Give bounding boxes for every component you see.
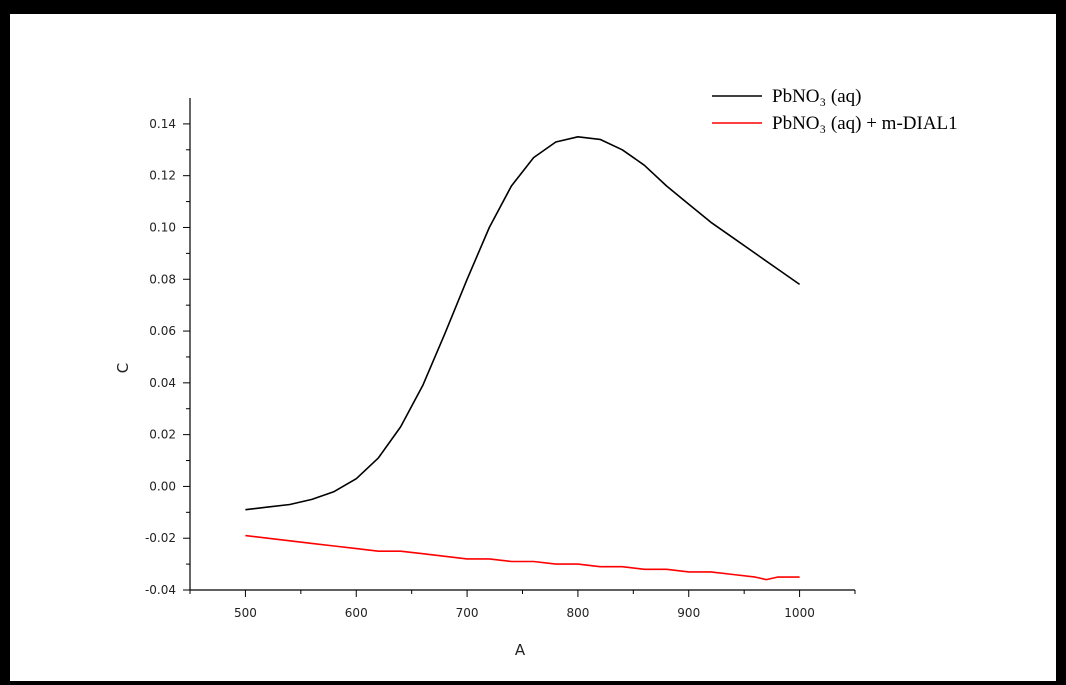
y-tick-label: 0.12 (149, 169, 176, 183)
y-tick-label: -0.02 (145, 531, 176, 545)
y-tick-label: 0.14 (149, 117, 176, 131)
y-tick-label: 0.06 (149, 324, 176, 338)
x-tick-label: 700 (456, 606, 479, 620)
legend: PbNO₃ (aq) PbNO₃ (aq) + m-DIAL1 (712, 86, 958, 134)
y-tick-label: 0.04 (149, 376, 176, 390)
y-tick-label: 0.02 (149, 428, 176, 442)
legend-label-2: PbNO₃ (aq) + m-DIAL1 (772, 113, 958, 134)
ticks: 500 600 700 800 900 1000 -0.04 -0.02 0.00 0.02 0.0… (145, 117, 856, 620)
y-tick-label: 0.08 (149, 272, 176, 286)
x-tick-label: 600 (345, 606, 368, 620)
y-tick-label: 0.10 (149, 220, 176, 234)
x-tick-label: 500 (234, 606, 257, 620)
legend-label-1: PbNO₃ (aq) (772, 86, 861, 107)
x-tick-label: 800 (566, 606, 589, 620)
x-tick-label: 1000 (784, 606, 815, 620)
x-tick-label: 900 (677, 606, 700, 620)
y-tick-label: 0.00 (149, 479, 176, 493)
series-lines (245, 136, 801, 581)
series-line-2 (245, 534, 800, 581)
x-axis-label: A (515, 641, 526, 659)
y-axis-label: C (114, 363, 132, 373)
y-tick-label: -0.04 (145, 583, 176, 597)
series-line-1 (245, 136, 801, 511)
